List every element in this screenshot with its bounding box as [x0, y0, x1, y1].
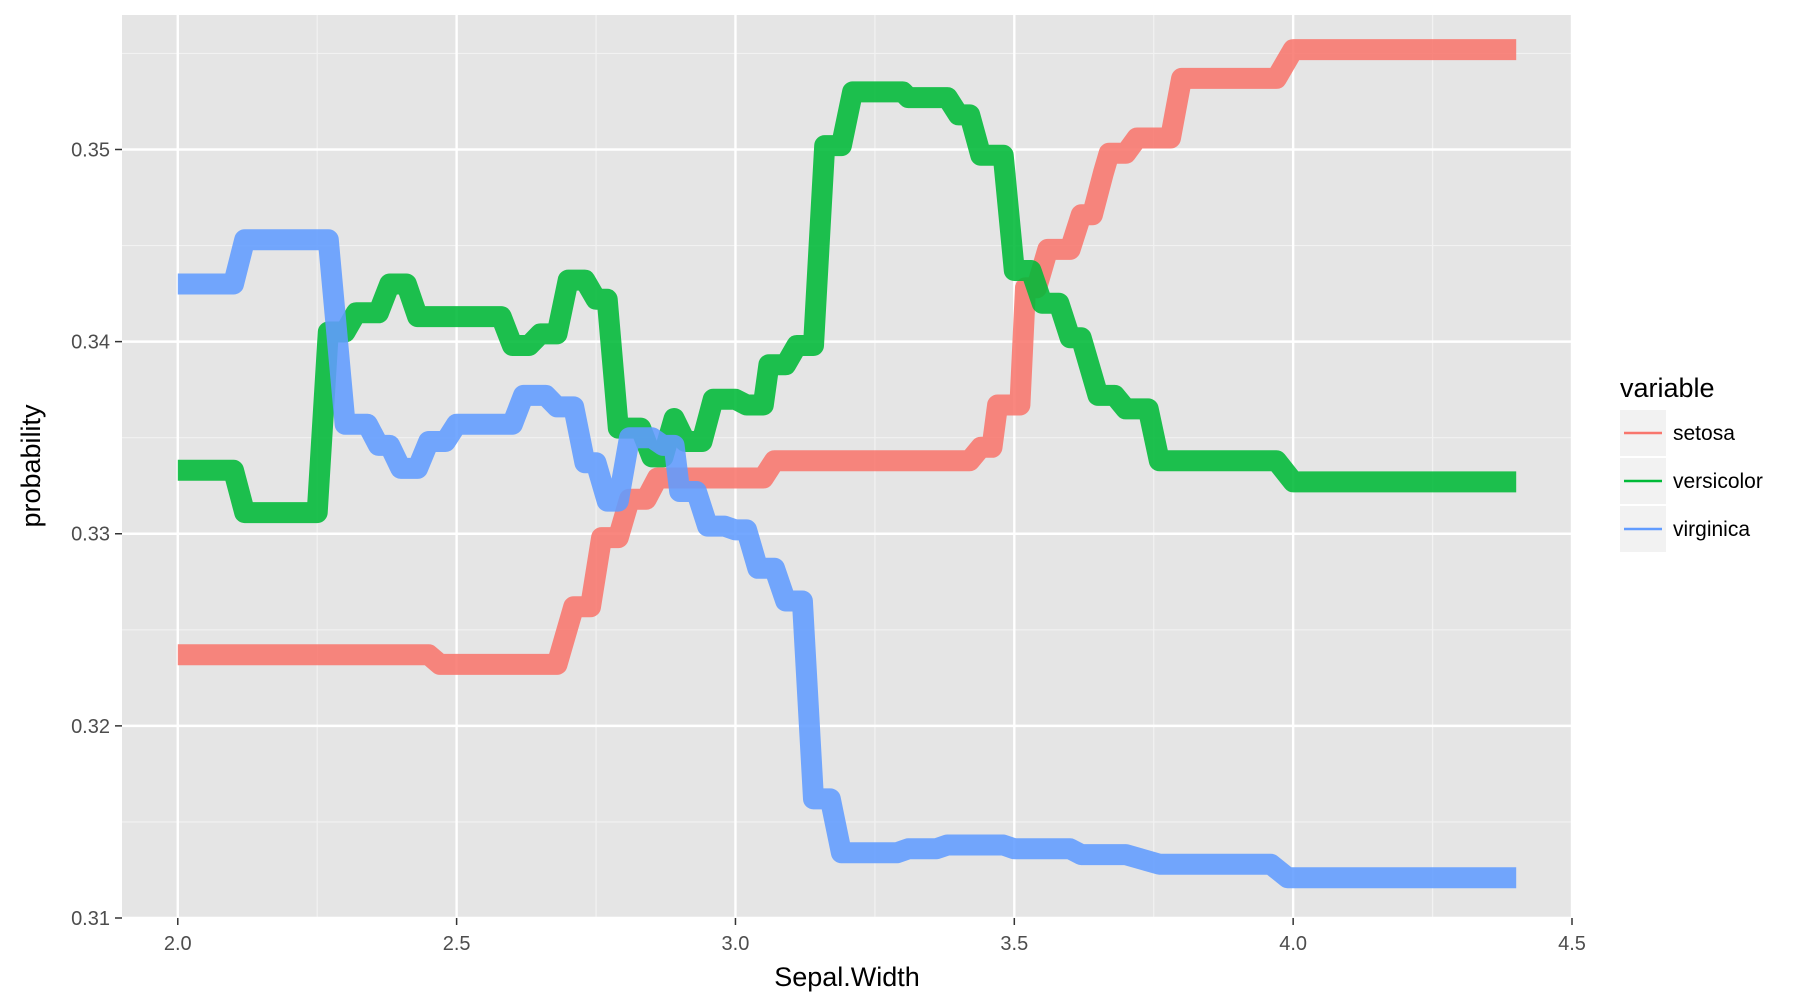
series-line-versicolor	[177, 81, 1517, 524]
legend-label-virginica: virginica	[1673, 518, 1750, 541]
y-axis-title: probability	[16, 404, 46, 528]
legend-label-setosa: setosa	[1673, 422, 1735, 445]
y-tick-label: 0.34	[71, 332, 110, 354]
x-tick-label: 2.5	[443, 933, 471, 955]
y-tick-label: 0.31	[71, 908, 110, 930]
x-tick-label: 3.0	[722, 933, 750, 955]
x-tick-label: 4.5	[1558, 933, 1586, 955]
y-axis: 0.31 0.32 0.33 0.34 0.35	[71, 139, 122, 930]
y-tick-label: 0.32	[71, 716, 110, 738]
x-tick-label: 2.0	[164, 933, 192, 955]
y-tick-label: 0.33	[71, 524, 110, 546]
series-line-virginica	[177, 229, 1517, 889]
legend: variable setosa versicolor virginica	[1620, 373, 1763, 552]
x-tick-label: 3.5	[1000, 933, 1028, 955]
x-tick-label: 4.0	[1279, 933, 1307, 955]
legend-title: variable	[1620, 373, 1715, 403]
x-axis-title: Sepal.Width	[774, 962, 920, 992]
y-tick-label: 0.35	[71, 139, 110, 161]
legend-label-versicolor: versicolor	[1673, 470, 1763, 493]
series-layer	[177, 39, 1517, 889]
series-line-setosa	[177, 39, 1517, 675]
x-axis: 2.0 2.5 3.0 3.5 4.0 4.5	[164, 918, 1586, 955]
